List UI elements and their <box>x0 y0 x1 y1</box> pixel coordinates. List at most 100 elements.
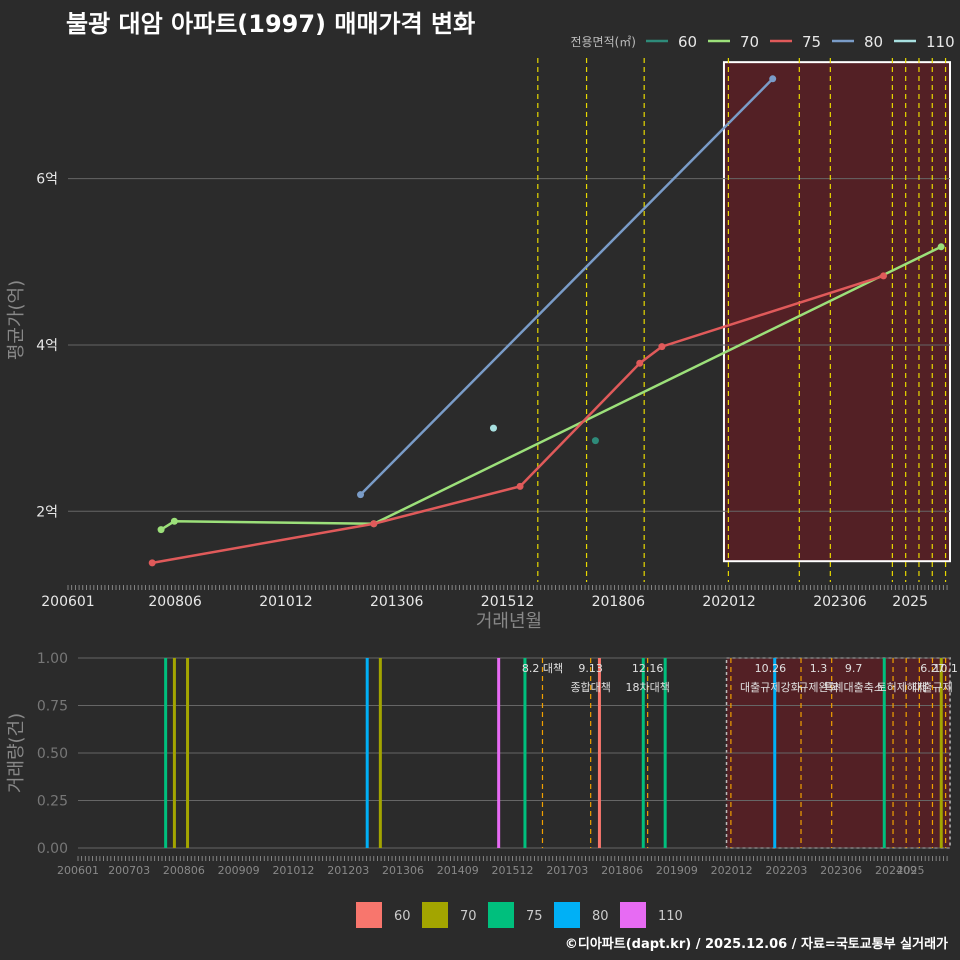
data-point-75 <box>148 559 156 567</box>
data-point-60 <box>591 437 599 445</box>
x-tick-label: 200806 <box>148 594 202 610</box>
y-axis-title: 평균가(억) <box>6 280 27 360</box>
bar-75 <box>882 658 886 848</box>
x-tick-label: 2025 <box>892 594 928 610</box>
data-point-80 <box>357 491 365 499</box>
bar-75 <box>641 658 645 848</box>
x-tick-label-bottom: 201012 <box>272 864 314 877</box>
annotation-label: 대출규제 <box>912 681 952 694</box>
y-tick-label-bottom: 1.00 <box>37 651 68 667</box>
annotation-label: 18차대책 <box>625 681 669 694</box>
legend-label-bottom-80: 80 <box>592 909 609 924</box>
chart-title: 불광 대암 아파트(1997) 매매가격 변화 <box>66 10 476 38</box>
annotation-date: 8.2 대책 <box>522 662 563 675</box>
y-tick-label: 4억 <box>36 338 58 354</box>
legend-label-bottom-110: 110 <box>658 909 683 924</box>
annotation-date: 9.13 <box>578 662 603 675</box>
bar-60 <box>597 658 601 848</box>
y-tick-label-bottom: 0.50 <box>37 746 68 762</box>
legend-label-bottom-75: 75 <box>526 909 543 924</box>
x-tick-label-bottom: 200909 <box>218 864 260 877</box>
x-tick-label: 201306 <box>370 594 424 610</box>
y-tick-label-bottom: 0.00 <box>37 841 68 857</box>
annotation-date: 1.3 <box>810 662 828 675</box>
bar-80 <box>365 658 369 848</box>
bar-70 <box>378 658 382 848</box>
x-tick-label-bottom: 201703 <box>546 864 588 877</box>
series-line-75 <box>151 274 884 565</box>
x-tick-label: 202012 <box>702 594 755 610</box>
x-tick-label-bottom: 201409 <box>437 864 479 877</box>
x-tick-label: 200601 <box>41 594 94 610</box>
legend-key-80 <box>554 902 580 928</box>
bar-70 <box>186 658 190 848</box>
data-point-70 <box>170 517 178 525</box>
x-axis-title: 거래년월 <box>476 611 542 632</box>
legend-title: 전용면적(㎡) <box>570 35 636 49</box>
series-line-70 <box>160 245 942 531</box>
x-tick-label: 201012 <box>259 594 312 610</box>
credit-text: ©디아파트(dapt.kr) / 2025.12.06 / 자료=국토교통부 실… <box>564 937 948 952</box>
series-line-80 <box>359 77 774 496</box>
annotation-date: 10.26 <box>755 662 787 675</box>
legend-label-80: 80 <box>864 33 883 51</box>
legend-label-60: 60 <box>678 33 697 51</box>
data-point-75 <box>658 343 666 351</box>
bar-75 <box>164 658 168 848</box>
highlight-box <box>722 61 951 563</box>
legend-label-75: 75 <box>802 33 821 51</box>
bar-70 <box>172 658 176 848</box>
legend-label-110: 110 <box>926 33 955 51</box>
y-tick-label: 2억 <box>36 504 58 520</box>
y-tick-label: 6억 <box>36 172 58 188</box>
annotation-date: 9.7 <box>845 662 863 675</box>
bar-110 <box>497 658 501 848</box>
data-point-110 <box>489 424 497 432</box>
bar-70 <box>939 658 943 848</box>
legend-label-bottom-60: 60 <box>394 909 411 924</box>
annotation-label: 특례대출축소 <box>823 681 884 694</box>
y-tick-label-bottom: 0.25 <box>37 794 68 810</box>
data-point-70 <box>937 243 945 251</box>
x-tick-label-bottom: 202012 <box>711 864 753 877</box>
bar-80 <box>773 658 777 848</box>
annotation-label: 규제완화 <box>798 681 838 694</box>
x-tick-label-bottom: 202306 <box>820 864 862 877</box>
annotation-label: 대출규제강화 <box>740 681 801 694</box>
x-tick-label-bottom: 200601 <box>57 864 99 877</box>
x-tick-label-bottom: 201203 <box>327 864 369 877</box>
x-tick-label-bottom: 200806 <box>163 864 205 877</box>
x-tick-label-bottom: 201806 <box>601 864 643 877</box>
annotation-label: 종합대책 <box>570 681 610 694</box>
annotation-date: 6.27 <box>920 662 945 675</box>
x-tick-label: 201806 <box>592 594 646 610</box>
x-tick-label-bottom: 200703 <box>108 864 150 877</box>
x-tick-label-bottom: 201306 <box>382 864 424 877</box>
legend-key-60 <box>356 902 382 928</box>
legend-key-70 <box>422 902 448 928</box>
y-axis-title-bottom: 거래량(건) <box>6 713 27 793</box>
data-point-75 <box>516 482 524 490</box>
bar-75 <box>663 658 667 848</box>
x-tick-label-bottom: 2025 <box>897 864 925 877</box>
annotation-date: 10.1 <box>933 662 958 675</box>
data-point-70 <box>157 526 165 534</box>
legend-label-bottom-70: 70 <box>460 909 477 924</box>
x-tick-label-bottom: 202409 <box>875 864 917 877</box>
x-tick-label-bottom: 202203 <box>765 864 807 877</box>
annotation-date: 12.16 <box>632 662 664 675</box>
x-tick-label-bottom: 201909 <box>656 864 698 877</box>
bar-75 <box>523 658 527 848</box>
annotation-label: 토허제해제 <box>876 680 927 694</box>
x-tick-label: 202306 <box>813 594 867 610</box>
y-tick-label-bottom: 0.75 <box>37 699 68 715</box>
data-point-80 <box>769 75 777 83</box>
x-tick-label: 201512 <box>481 594 534 610</box>
legend-key-110 <box>620 902 646 928</box>
data-point-75 <box>636 359 644 367</box>
legend-label-70: 70 <box>740 33 759 51</box>
data-point-75 <box>880 272 888 280</box>
legend-key-75 <box>488 902 514 928</box>
data-point-75 <box>370 520 378 528</box>
